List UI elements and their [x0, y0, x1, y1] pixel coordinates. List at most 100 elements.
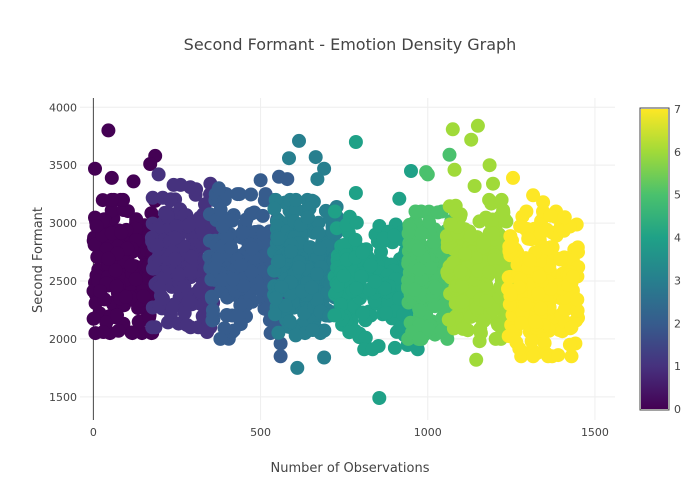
colorbar-gradient [641, 109, 668, 409]
scatter-point [453, 264, 468, 279]
scatter-point [217, 321, 232, 336]
scatter-point [519, 204, 534, 219]
scatter-point [470, 118, 485, 133]
scatter-point [87, 237, 102, 252]
scatter-point [378, 305, 393, 320]
x-tick-label: 500 [250, 426, 271, 439]
scatter-point [562, 337, 577, 352]
scatter-point [225, 213, 239, 228]
scatter-point [422, 215, 436, 230]
scatter-point [471, 263, 486, 278]
scatter-point [229, 309, 244, 324]
scatter-point [224, 240, 238, 255]
scatter-point [300, 210, 315, 225]
scatter-point [213, 202, 228, 217]
scatter-point [244, 187, 258, 202]
scatter-point [349, 281, 364, 296]
scatter-point [428, 281, 443, 296]
scatter-point [280, 172, 295, 187]
scatter-point [291, 260, 306, 275]
scatter-point [354, 269, 369, 284]
x-tick-labels: 0 500 1000 1500 [90, 426, 609, 439]
scatter-point [244, 264, 259, 279]
scatter-point [163, 193, 178, 208]
scatter-point [273, 349, 288, 364]
colorbar-tick-label: 7 [674, 103, 681, 116]
scatter-point [116, 203, 131, 217]
scatter-point [311, 215, 326, 230]
scatter-point [348, 232, 363, 247]
scatter-point [292, 133, 306, 148]
scatter-point [536, 195, 551, 210]
y-tick-labels: 1500 2000 2500 3000 3500 4000 [49, 101, 77, 404]
scatter-point [412, 262, 426, 277]
colorbar: 0 1 2 3 4 5 6 7 [639, 103, 681, 416]
scatter-point [401, 226, 416, 241]
scatter-point [479, 294, 494, 309]
scatter-point [454, 279, 469, 294]
scatter-point [282, 151, 296, 166]
scatter-point [290, 360, 305, 375]
colorbar-tick-label: 0 [674, 403, 681, 416]
scatter-point [236, 278, 251, 293]
scatter-point [557, 302, 572, 317]
scatter-point [553, 251, 568, 266]
scatter-point [225, 272, 240, 287]
scatter-point [387, 340, 402, 355]
scatter-point [151, 167, 166, 182]
scatter-point [358, 330, 373, 345]
colorbar-tick-label: 2 [674, 317, 681, 330]
scatter-point [458, 246, 472, 261]
scatter-point [423, 261, 438, 275]
colorbar-tick-labels: 0 1 2 3 4 5 6 7 [674, 103, 681, 416]
scatter-point [421, 322, 436, 337]
scatter-point [104, 203, 119, 218]
scatter-point [143, 157, 158, 171]
x-tick-label: 1000 [414, 426, 442, 439]
scatter-point [136, 289, 151, 304]
scatter-point [271, 254, 286, 269]
scatter-point [245, 241, 260, 256]
scatter-point [407, 282, 422, 297]
scatter-point [146, 261, 160, 276]
scatter-point [482, 265, 497, 280]
scatter-point [557, 210, 572, 225]
scatter-point [205, 313, 220, 328]
scatter-point [157, 205, 172, 220]
scatter-point [348, 135, 363, 149]
scatter-point [463, 229, 478, 244]
y-tick-label: 2500 [49, 275, 77, 288]
scatter-point [310, 267, 325, 281]
scatter-point [414, 226, 429, 241]
scatter-point [387, 228, 402, 243]
scatter-point [411, 242, 426, 257]
scatter-point [274, 280, 289, 295]
scatter-point [288, 328, 303, 343]
scatter-point [288, 192, 303, 207]
scatter-point [200, 325, 215, 339]
scatter-point [150, 238, 164, 253]
y-tick-label: 3500 [49, 159, 77, 172]
scatter-point [171, 267, 186, 282]
scatter-point [502, 239, 517, 254]
scatter-point [145, 190, 160, 205]
scatter-point [312, 241, 327, 256]
scatter-point [543, 281, 558, 296]
scatter-point [308, 150, 323, 165]
scatter-point [363, 258, 378, 273]
scatter-point [101, 251, 116, 266]
scatter-point [526, 349, 541, 364]
scatter-point [317, 161, 332, 176]
scatter-point [570, 303, 585, 318]
scatter-point [528, 314, 543, 329]
scatter-point [233, 298, 248, 313]
scatter-point [183, 180, 198, 195]
scatter-point [235, 225, 250, 240]
scatter-point [317, 350, 332, 365]
scatter-point [128, 272, 143, 287]
scatter-point [408, 204, 423, 219]
colorbar-tick-label: 6 [674, 146, 681, 159]
scatter-point [518, 297, 533, 312]
x-axis-title: Number of Observations [271, 461, 430, 476]
scatter-point [355, 306, 370, 321]
